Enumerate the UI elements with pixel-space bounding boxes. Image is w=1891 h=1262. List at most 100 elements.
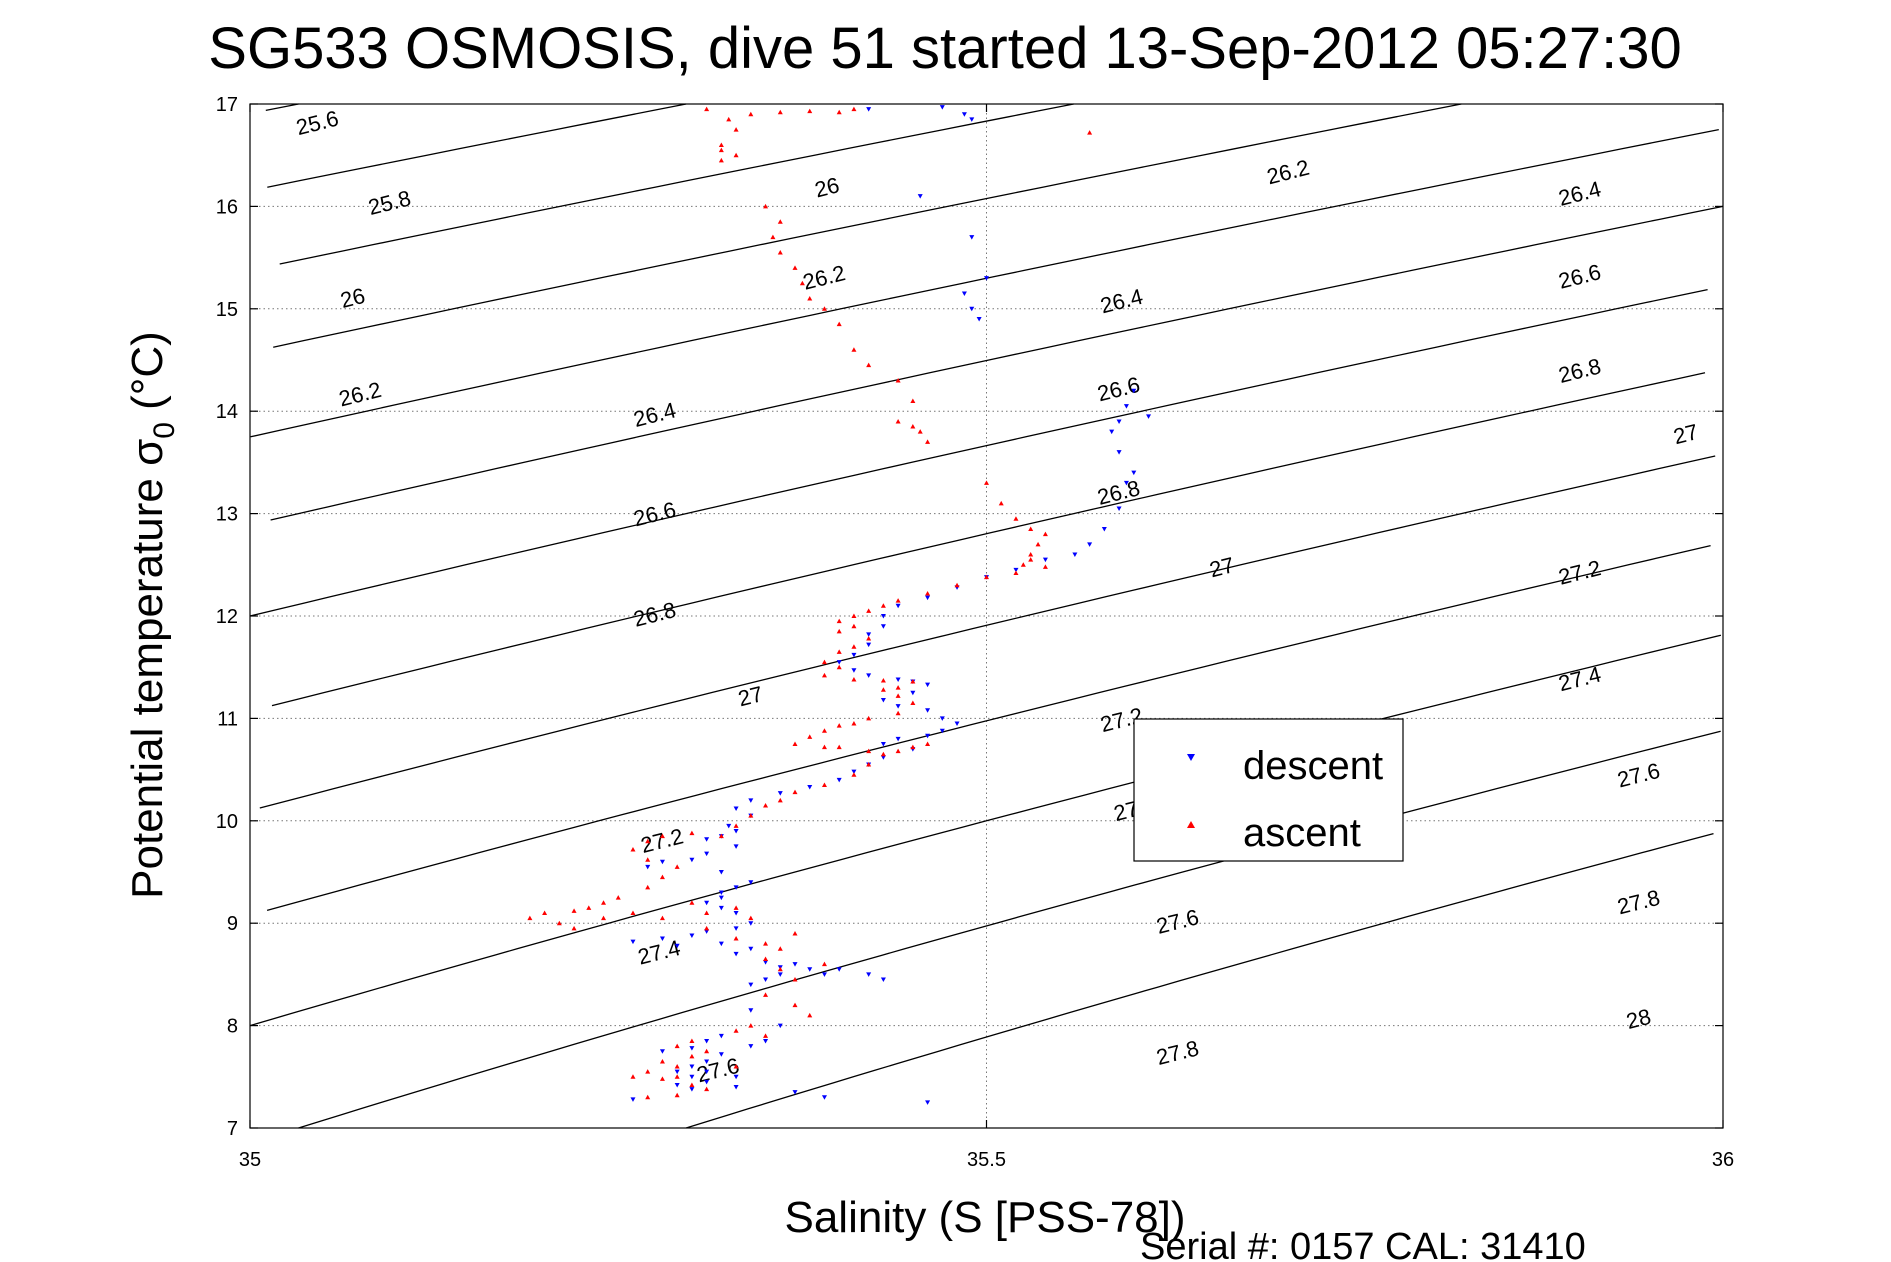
descent-point <box>880 977 886 983</box>
contour-line <box>249 634 1722 1027</box>
ascent-point <box>726 116 732 122</box>
y-axis-label-sub: 0 <box>148 422 181 439</box>
ascent-point <box>1013 570 1019 575</box>
ascent-point <box>659 833 665 839</box>
descent-point <box>895 603 901 609</box>
descent-point <box>880 624 886 629</box>
descent-point <box>748 798 754 803</box>
ascent-point <box>895 377 901 383</box>
ascent-point <box>851 106 857 112</box>
ascent-point <box>984 480 989 485</box>
ascent-point <box>748 111 754 117</box>
ascent-point <box>1042 564 1048 569</box>
ascent-point <box>836 321 842 327</box>
descent-point <box>1042 557 1048 563</box>
ascent-point <box>645 1094 651 1100</box>
ascent-point <box>836 723 842 728</box>
descent-point <box>821 1095 827 1100</box>
ascent-point <box>866 715 872 721</box>
descent-point <box>836 967 842 972</box>
descent-point <box>895 704 901 709</box>
descent-point <box>777 972 783 977</box>
descent-point <box>1116 506 1122 511</box>
ascent-point <box>763 802 769 808</box>
ascent-point <box>645 1069 651 1074</box>
contour-label: 26 <box>812 172 842 202</box>
contour-line <box>250 128 1719 438</box>
descent-point <box>733 951 739 957</box>
ascent-point <box>910 424 916 429</box>
ascent-point <box>630 846 636 852</box>
y-tick-label: 15 <box>216 299 238 321</box>
ascent-point <box>807 108 813 114</box>
x-axis-label: Salinity (S [PSS-78]) <box>784 1193 1185 1242</box>
ascent-point <box>659 1058 665 1064</box>
ascent-point <box>777 249 783 255</box>
serial-cal-footer: Serial #: 0157 CAL: 31410 <box>1140 1226 1586 1262</box>
ascent-point <box>910 398 916 403</box>
ascent-point <box>1020 562 1026 567</box>
descent-point <box>925 595 931 601</box>
ascent-point <box>851 721 857 726</box>
contour-label: 26 <box>338 283 368 313</box>
ascent-point <box>836 628 842 634</box>
ascent-point <box>851 772 857 777</box>
ascent-point <box>733 1064 739 1069</box>
descent-point <box>704 851 710 857</box>
ascent-point <box>836 649 842 654</box>
ascent-point <box>880 687 886 692</box>
plot-area <box>250 104 1723 1128</box>
descent-point <box>939 728 945 734</box>
ascent-point <box>645 838 651 844</box>
ascent-point <box>792 930 798 936</box>
descent-point <box>866 642 872 648</box>
descent-point <box>1146 414 1152 419</box>
ascent-point <box>895 710 901 716</box>
ascent-point <box>984 574 989 580</box>
ascent-point <box>777 109 783 115</box>
ascent-point <box>925 590 931 596</box>
descent-point <box>645 864 651 870</box>
ascent-point <box>821 961 827 967</box>
legend-box <box>1133 718 1404 862</box>
y-tick-label: 11 <box>217 708 238 730</box>
ascent-point <box>821 728 827 733</box>
descent-point <box>704 900 710 906</box>
y-tick-label: 13 <box>216 504 238 526</box>
descent-point <box>925 1100 931 1105</box>
ascent-point <box>895 598 901 603</box>
ascent-point <box>601 915 607 921</box>
ascent-point <box>748 915 754 921</box>
descent-point <box>866 673 872 678</box>
ascent-point <box>748 1023 754 1028</box>
ascent-point <box>807 1012 813 1018</box>
descent-point <box>961 291 967 296</box>
ascent-point <box>821 306 827 311</box>
ascent-point <box>718 142 724 147</box>
descent-point <box>704 1059 710 1064</box>
ascent-point <box>733 823 739 828</box>
descent-point <box>689 857 695 863</box>
ascent-point <box>925 741 931 746</box>
ascent-point <box>704 1086 710 1092</box>
ascent-point <box>718 157 724 163</box>
descent-point <box>733 910 739 916</box>
y-tick-label: 9 <box>227 913 238 935</box>
ascent-point <box>777 966 783 972</box>
ascent-point <box>674 1064 680 1069</box>
ascent-point <box>895 418 901 424</box>
descent-point <box>1116 450 1122 455</box>
descent-point <box>630 939 636 945</box>
ascent-point <box>689 1053 695 1059</box>
ascent-point <box>659 915 665 921</box>
ascent-point <box>689 900 695 905</box>
ascent-point <box>851 676 857 682</box>
descent-point <box>821 972 827 977</box>
ascent-point <box>718 147 724 153</box>
descent-point <box>836 660 842 665</box>
descent-point <box>925 708 931 713</box>
ascent-point <box>733 152 739 158</box>
ascent-point <box>777 797 783 803</box>
descent-point <box>674 943 680 949</box>
descent-point <box>1116 419 1122 424</box>
